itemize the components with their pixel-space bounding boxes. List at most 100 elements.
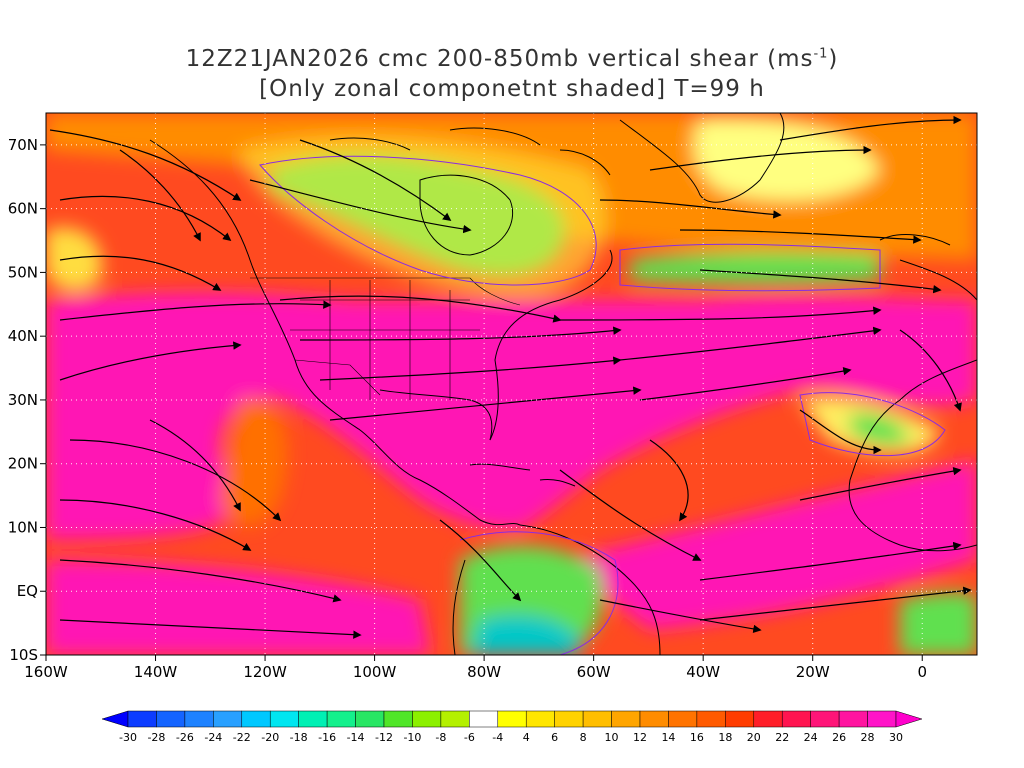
colorbar-label: 12: [633, 731, 647, 744]
colorbar: [101, 710, 923, 728]
latitude-axis: 70N 60N 50N 40N 30N 20N 10N EQ 10S: [8, 136, 46, 664]
africa-coastline: [848, 359, 977, 552]
colorbar-swatch: [127, 710, 157, 728]
streamline: [149, 419, 241, 512]
lon-tick-label: 40W: [686, 663, 720, 681]
lat-tick-label: EQ: [17, 582, 38, 600]
caribbean-outline: [469, 463, 576, 487]
colorbar-labels: -30 -28 -26 -24 -22 -20 -18 -16 -14 -12 -10 -8 -6 -4 4…: [119, 731, 903, 744]
colorbar-swatch: [213, 710, 243, 728]
colorbar-swatch: [412, 710, 442, 728]
plot-title-line2: [Only zonal componetnt shaded] T=99 h: [259, 76, 765, 102]
title-close: ): [828, 46, 839, 72]
plot-title-line1: 12Z21JAN2026 cmc 200-850mb vertical shea…: [0, 46, 1024, 72]
lon-tick-label: 60W: [577, 663, 611, 681]
streamline: [49, 129, 242, 201]
lon-tick-label: 0: [917, 663, 927, 681]
colorbar-swatch: [668, 710, 698, 728]
colorbar-swatch: [497, 710, 527, 728]
streamline: [69, 439, 282, 522]
lon-tick-label: 80W: [467, 663, 501, 681]
colorbar-label: 10: [605, 731, 619, 744]
colorbar-label: 6: [551, 731, 558, 744]
colorbar-label: -26: [176, 731, 194, 744]
colorbar-swatch: [355, 710, 385, 728]
colorbar-swatch: [781, 710, 811, 728]
longitude-axis: 160W 140W 120W 100W 80W 60W 40W 20W 0: [24, 655, 927, 681]
colorbar-label: 20: [747, 731, 761, 744]
canada-weak-ring: [240, 136, 606, 296]
south-america-coastline: [519, 524, 661, 655]
lat-tick-label: 20N: [8, 455, 38, 473]
streamline: [59, 619, 362, 639]
colorbar-label: -8: [435, 731, 446, 744]
title-unit-superscript: -1: [813, 46, 829, 62]
shear-field-shading: [46, 113, 977, 655]
streamline: [59, 195, 232, 242]
colorbar-label: 28: [861, 731, 875, 744]
colorbar-swatch: [440, 710, 470, 728]
lat-tick-label: 30N: [8, 391, 38, 409]
colorbar-label: -16: [318, 731, 336, 744]
streamline: [119, 149, 201, 242]
colorbar-swatch: [241, 710, 271, 728]
colorbar-label: 8: [580, 731, 587, 744]
lat-tick-label: 40N: [8, 327, 38, 345]
dotted-grid: [46, 113, 977, 655]
colorbar-swatch: [184, 710, 214, 728]
colorbar-swatch: [753, 710, 783, 728]
streamlines: [49, 115, 972, 639]
colorbar-swatch: [469, 710, 499, 728]
colorbar-swatch: [725, 710, 755, 728]
colorbar-label: -10: [403, 731, 421, 744]
streamline: [559, 306, 882, 321]
lat-tick-label: 60N: [8, 200, 38, 218]
colorbar-label: 18: [718, 731, 732, 744]
streamline: [649, 145, 872, 171]
map-panel: [46, 113, 977, 655]
colorbar-label: 14: [661, 731, 675, 744]
streamline: [619, 326, 882, 361]
colorbar-swatch: [525, 710, 555, 728]
colorbar-swatch: [838, 710, 868, 728]
streamline: [439, 519, 522, 602]
west-edge-weak-area: [46, 227, 102, 291]
colorbar-label: 16: [690, 731, 704, 744]
colorbar-label: 22: [775, 731, 789, 744]
streamline: [699, 541, 962, 581]
coastlines: [149, 113, 977, 655]
jet-core-region: [46, 292, 977, 540]
colorbar-swatch: [156, 710, 186, 728]
lon-tick-label: 120W: [243, 663, 287, 681]
streamline: [319, 356, 622, 381]
africa-zero-contour: [799, 392, 946, 457]
streamline: [59, 300, 332, 321]
lon-tick-label: 20W: [796, 663, 830, 681]
greenland-weak-area: [694, 119, 880, 201]
west-south-america-coast: [452, 559, 466, 655]
streamline: [899, 329, 962, 412]
streamline: [679, 229, 922, 244]
streamline: [699, 269, 942, 294]
gulf-coastline: [379, 389, 493, 441]
streamline: [299, 139, 452, 222]
colorbar-max-arrow: [895, 710, 923, 728]
lat-tick-label: 70N: [8, 136, 38, 154]
colorbar-label: -18: [290, 731, 308, 744]
streamline: [699, 586, 972, 621]
streamline: [59, 341, 242, 381]
colorbar-swatch: [639, 710, 669, 728]
colorbar-swatch: [554, 710, 584, 728]
streamline: [799, 409, 882, 455]
streamline: [639, 366, 852, 401]
map-frame: [45, 112, 978, 656]
colorbar-label: -12: [375, 731, 393, 744]
colorbar-label: -20: [261, 731, 279, 744]
streamline: [559, 469, 702, 561]
lat-tick-label: 50N: [8, 263, 38, 281]
colorbar-label: -4: [492, 731, 503, 744]
colorbar-min-arrow: [101, 710, 129, 728]
colorbar-swatch: [810, 710, 840, 728]
streamline: [329, 386, 642, 421]
colorbar-label: 26: [832, 731, 846, 744]
